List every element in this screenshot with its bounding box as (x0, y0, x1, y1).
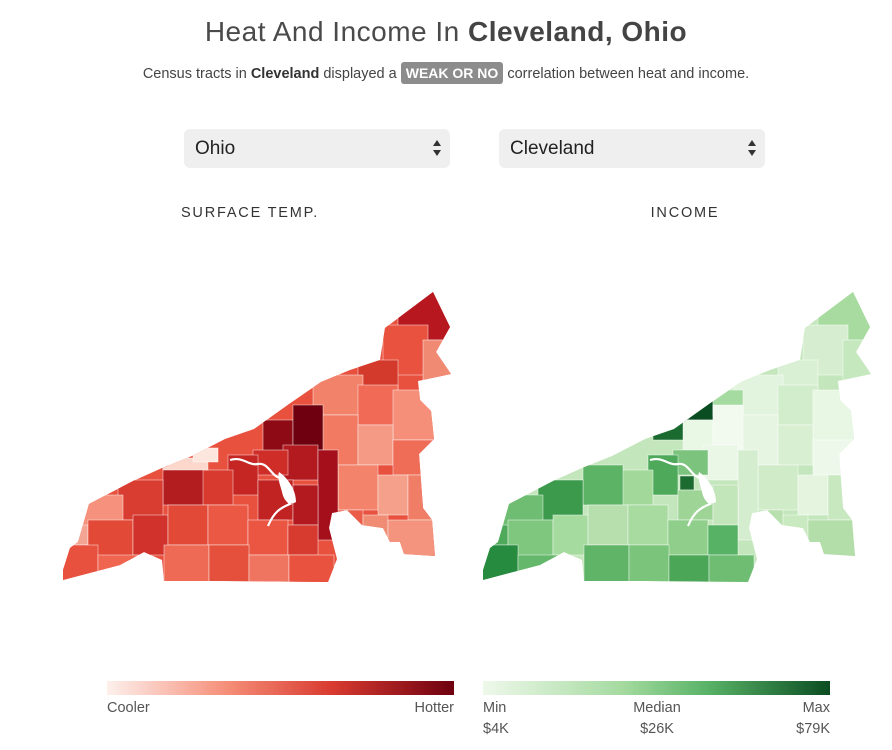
page-title: Heat And Income In Cleveland, Ohio (0, 16, 892, 48)
select-arrows-icon (748, 140, 756, 156)
summary-city: Cleveland (250, 66, 320, 82)
income-label: INCOME (650, 205, 720, 221)
heat-legend-bar (107, 681, 454, 695)
income-legend-median-value: $26K (640, 721, 674, 737)
heat-legend-low: Cooler (107, 700, 150, 716)
city-select[interactable]: Cleveland (499, 129, 765, 168)
income-legend-bar (483, 681, 830, 695)
title-place: Cleveland, Ohio (468, 16, 688, 47)
title-prefix: Heat And Income In (204, 16, 469, 47)
state-select[interactable]: Ohio (184, 129, 450, 168)
river-basin (698, 472, 716, 504)
heat-legend-high: Hotter (414, 700, 455, 716)
income-map[interactable] (478, 280, 878, 590)
city-select-value: Cleveland (510, 138, 595, 159)
river-basin (278, 472, 296, 504)
surface-temp-label: SURFACE TEMP. (180, 205, 320, 221)
income-legend-max-value: $79K (796, 721, 830, 737)
select-arrows-icon (433, 140, 441, 156)
surface-temp-map[interactable] (58, 280, 458, 590)
income-legend-max-label: Max (802, 700, 830, 716)
correlation-badge: WEAK OR NO (400, 62, 504, 84)
income-legend-min-label: Min (483, 700, 507, 716)
summary-text-2: displayed a (319, 66, 401, 82)
summary-text-1: Census tracts in (142, 66, 251, 82)
income-legend-median-label: Median (633, 700, 681, 716)
correlation-summary: Census tracts in Cleveland displayed a W… (0, 62, 892, 86)
state-select-value: Ohio (195, 138, 236, 159)
income-legend-min-value: $4K (483, 721, 509, 737)
summary-text-3: correlation between heat and income. (503, 66, 750, 82)
